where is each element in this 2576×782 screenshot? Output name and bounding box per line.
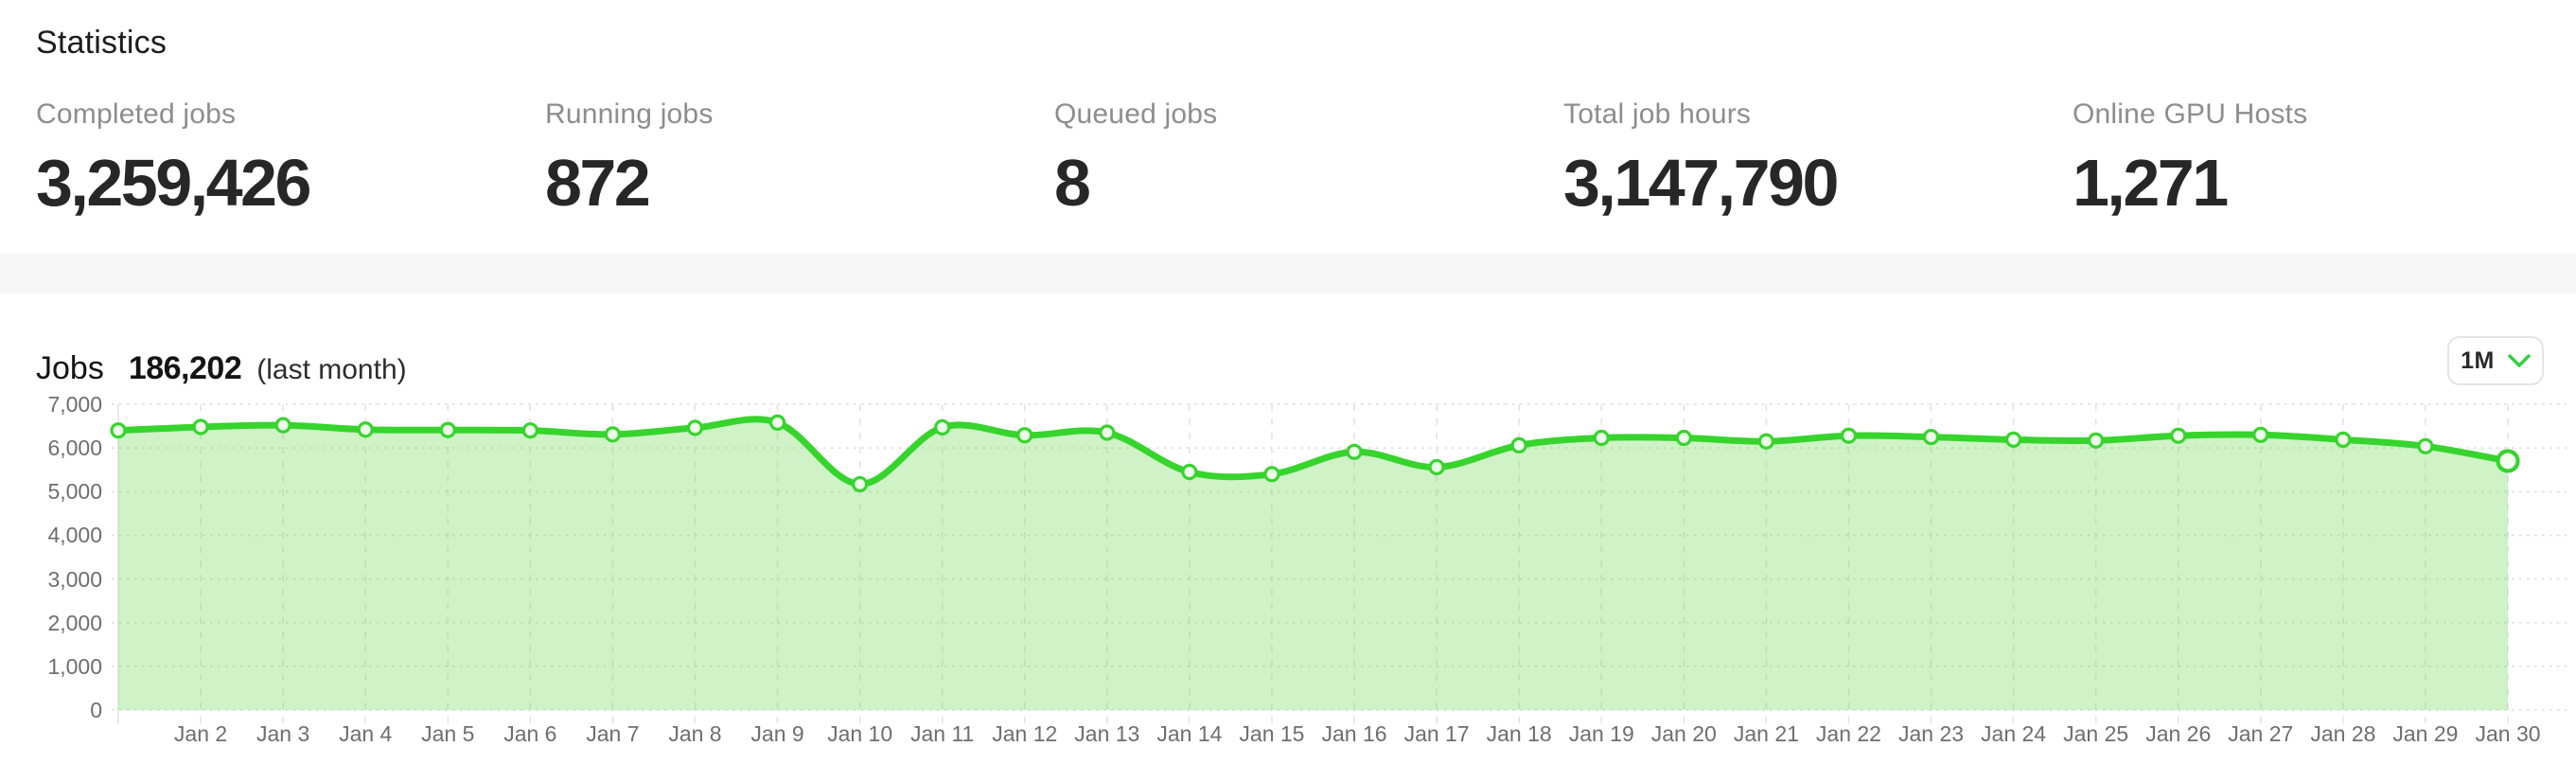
stat-value: 3,147,790 bbox=[1563, 146, 1839, 220]
section-divider bbox=[0, 254, 2576, 293]
x-axis-label: Jan 28 bbox=[2310, 721, 2376, 746]
jobs-chart-section: Jobs 186,202 (last month) 1M 7,000 6,000 5… bbox=[0, 293, 2576, 782]
stat-value: 3,259,426 bbox=[36, 146, 311, 220]
stat-label: Total job hours bbox=[1563, 98, 1752, 130]
chart-total-value: 186,202 bbox=[128, 350, 242, 386]
stat-label: Online GPU Hosts bbox=[2073, 98, 2308, 130]
chevron-down-icon bbox=[2508, 353, 2531, 367]
y-axis-label: 2,000 bbox=[47, 610, 102, 635]
chart-period-label: (last month) bbox=[256, 354, 407, 385]
y-axis-label: 0 bbox=[90, 698, 102, 722]
chart-point bbox=[1346, 443, 1363, 460]
x-axis-label: Jan 29 bbox=[2392, 721, 2459, 746]
x-axis-label: Jan 26 bbox=[2145, 721, 2212, 746]
x-axis-label: Jan 27 bbox=[2228, 721, 2294, 746]
x-axis-label: Jan 18 bbox=[1486, 721, 1552, 746]
chart-point bbox=[1757, 433, 1774, 450]
x-axis-label: Jan 19 bbox=[1568, 721, 1634, 746]
chart-point bbox=[2252, 426, 2269, 443]
chart-point bbox=[1099, 424, 1116, 441]
stat-label: Queued jobs bbox=[1054, 98, 1218, 130]
y-axis-label: 3,000 bbox=[47, 566, 102, 592]
chart-point bbox=[852, 475, 869, 493]
x-axis-label: Jan 8 bbox=[668, 721, 722, 746]
chart-title: Jobs bbox=[36, 350, 104, 386]
chart-point bbox=[110, 422, 127, 439]
y-axis-label: 7,000 bbox=[47, 392, 102, 417]
x-axis-label: Jan 7 bbox=[586, 721, 640, 746]
x-axis-label: Jan 15 bbox=[1239, 721, 1305, 746]
chart-point bbox=[2417, 437, 2434, 454]
stat-label: Completed jobs bbox=[36, 98, 237, 130]
chart-point bbox=[2170, 427, 2187, 444]
chart-point bbox=[2335, 431, 2352, 448]
stat-value: 872 bbox=[545, 146, 651, 220]
chart-point bbox=[1428, 458, 1445, 476]
chart-point bbox=[686, 419, 704, 436]
x-axis-label: Jan 30 bbox=[2475, 721, 2541, 746]
time-range-value: 1M bbox=[2461, 347, 2495, 374]
stat-value: 8 bbox=[1054, 146, 1091, 220]
chart-point bbox=[1263, 466, 1280, 483]
x-axis-label: Jan 24 bbox=[1981, 721, 2047, 746]
chart-point bbox=[768, 414, 786, 431]
stat-label: Running jobs bbox=[545, 98, 714, 130]
x-axis-label: Jan 22 bbox=[1815, 721, 1881, 746]
chart-point bbox=[1181, 463, 1198, 481]
x-axis-label: Jan 16 bbox=[1321, 721, 1387, 746]
page-title: Statistics bbox=[36, 25, 168, 61]
x-axis-label: Jan 9 bbox=[750, 721, 804, 746]
chart-point bbox=[1840, 427, 1858, 444]
x-axis-label: Jan 17 bbox=[1403, 721, 1470, 746]
x-axis-label: Jan 4 bbox=[339, 721, 393, 746]
y-axis-label: 5,000 bbox=[47, 479, 102, 505]
x-axis-label: Jan 21 bbox=[1733, 721, 1799, 746]
chart-point bbox=[1016, 427, 1033, 444]
x-axis-label: Jan 10 bbox=[827, 721, 893, 746]
time-range-dropdown[interactable]: 1M bbox=[2447, 336, 2544, 385]
x-axis-label: Jan 25 bbox=[2063, 721, 2129, 746]
chart-point bbox=[439, 421, 456, 438]
chart-point-current bbox=[2496, 449, 2520, 473]
x-axis-label: Jan 6 bbox=[503, 721, 557, 746]
x-axis-label: Jan 2 bbox=[173, 721, 228, 746]
chart-point bbox=[1510, 436, 1527, 453]
chart-area-fill bbox=[118, 418, 2508, 710]
chart-canvas bbox=[110, 403, 2567, 723]
x-axis-label: Jan 12 bbox=[992, 721, 1058, 746]
chart-point bbox=[934, 418, 951, 436]
y-axis-label: 4,000 bbox=[47, 523, 102, 548]
stat-value: 1,271 bbox=[2073, 146, 2229, 220]
chart-point bbox=[192, 418, 209, 435]
y-axis-label: 6,000 bbox=[47, 435, 102, 461]
x-axis-label: Jan 3 bbox=[256, 721, 310, 746]
statistics-section: Statistics Completed jobs 3,259,426 Runnin… bbox=[0, 0, 2576, 254]
x-axis-label: Jan 13 bbox=[1074, 721, 1140, 746]
chart-point bbox=[2004, 431, 2022, 448]
chart-point bbox=[604, 426, 622, 443]
chart-point bbox=[1593, 429, 1610, 447]
x-axis-label: Jan 11 bbox=[910, 721, 975, 746]
x-axis-label: Jan 23 bbox=[1897, 721, 1965, 746]
chart-title-row: Jobs 186,202 (last month) bbox=[36, 350, 407, 387]
y-axis-label: 1,000 bbox=[47, 653, 102, 679]
chart-point bbox=[274, 417, 291, 434]
chart-point bbox=[1922, 429, 1940, 446]
chart-point bbox=[521, 422, 538, 439]
x-axis-label: Jan 14 bbox=[1156, 721, 1223, 746]
chart-point bbox=[2088, 432, 2105, 449]
x-axis-label: Jan 20 bbox=[1650, 721, 1717, 746]
chart-point bbox=[357, 421, 374, 438]
chart-point bbox=[1675, 429, 1692, 447]
x-axis-label: Jan 5 bbox=[421, 721, 475, 746]
